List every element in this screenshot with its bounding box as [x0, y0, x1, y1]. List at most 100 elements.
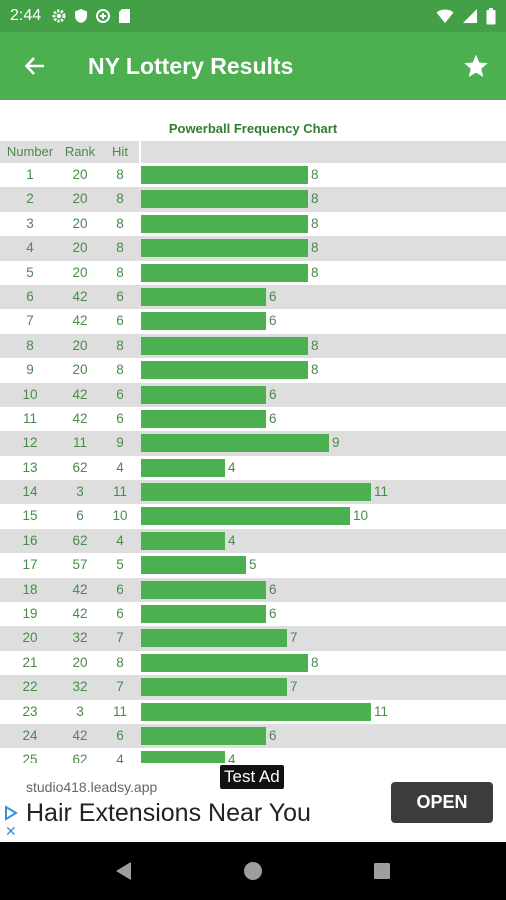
table-row: 21 20 8 8	[0, 651, 506, 675]
ad-banner[interactable]: studio418.leadsy.app Hair Extensions Nea…	[0, 763, 506, 842]
table-row: 8 20 8 8	[0, 333, 506, 359]
table-row: 4 20 8 8	[0, 236, 506, 261]
frequency-rows: 1 20 8 8 2 20 8 8 3 20 8 8 4 20 8 8 5 20 8 8 6 42 6 6 7 42 6 6 8 20 8 8…	[0, 163, 506, 763]
row-hit: 6	[116, 606, 124, 622]
row-hit: 8	[116, 362, 124, 378]
row-rank: 3	[76, 484, 84, 500]
app-title: NY Lottery Results	[88, 52, 294, 79]
bar-value-label: 8	[311, 167, 319, 182]
ad-headline[interactable]: Hair Extensions Near You	[26, 799, 311, 827]
ad-url: studio418.leadsy.app	[26, 779, 158, 795]
frequency-bar	[141, 336, 308, 355]
data-saver-icon	[96, 9, 111, 23]
header-bg-bars	[141, 141, 506, 163]
bar-value-label: 6	[269, 313, 277, 329]
row-number: 7	[26, 313, 34, 329]
frequency-bar	[141, 507, 350, 526]
table-row: 14 3 11 11	[0, 480, 506, 505]
app-bar: NY Lottery Results	[0, 32, 506, 100]
bar-value-label: 8	[311, 191, 319, 207]
bar-value-label: 4	[228, 752, 236, 763]
row-number: 6	[26, 288, 34, 304]
row-rank: 42	[72, 288, 88, 304]
row-rank: 57	[72, 557, 88, 573]
frequency-bar	[141, 166, 308, 184]
row-hit: 4	[116, 752, 124, 763]
bar-value-label: 4	[228, 459, 236, 475]
frequency-bar	[141, 361, 308, 380]
bar-value-label: 6	[269, 727, 277, 743]
row-rank: 62	[72, 532, 88, 548]
row-number: 11	[22, 410, 37, 426]
row-number: 19	[22, 606, 38, 622]
bar-value-label: 10	[353, 508, 369, 524]
row-number: 21	[22, 654, 38, 670]
settings-icon	[52, 9, 66, 23]
shield-icon	[75, 9, 88, 23]
row-number: 4	[26, 240, 34, 256]
nav-home-icon[interactable]	[242, 860, 264, 882]
back-button[interactable]	[0, 32, 70, 100]
nav-back-icon[interactable]	[113, 860, 135, 882]
adchoices-icon[interactable]	[4, 805, 18, 821]
table-row: 15 6 10 10	[0, 504, 506, 528]
table-row: 13 62 4 4	[0, 456, 506, 480]
bar-value-label: 8	[311, 337, 319, 353]
row-hit: 8	[116, 215, 124, 231]
table-row: 24 42 6 6	[0, 723, 506, 749]
row-rank: 42	[72, 581, 88, 597]
row-rank: 62	[72, 752, 88, 763]
table-row: 25 62 4 4	[0, 748, 506, 763]
row-hit: 4	[116, 459, 124, 475]
bar-value-label: 4	[228, 532, 236, 548]
table-row: 23 3 11 11	[0, 700, 506, 724]
bar-value-label: 11	[374, 484, 389, 500]
frequency-bar	[141, 385, 266, 404]
row-number: 12	[22, 435, 38, 451]
row-rank: 6	[76, 508, 84, 524]
table-row: 1 20 8 8	[0, 163, 506, 187]
row-number: 17	[22, 557, 38, 573]
frequency-bar	[141, 751, 225, 763]
wifi-icon	[436, 9, 454, 23]
bar-value-label: 7	[290, 679, 298, 695]
frequency-bar	[141, 483, 371, 502]
bar-value-label: 6	[269, 288, 277, 304]
header-bg-hit	[100, 141, 139, 163]
chart-title: Powerball Frequency Chart	[168, 121, 338, 136]
table-row: 9 20 8 8	[0, 358, 506, 382]
row-rank: 20	[72, 191, 88, 207]
row-number: 3	[26, 215, 34, 231]
bar-value-label: 8	[311, 654, 319, 670]
row-hit: 6	[116, 288, 124, 304]
row-rank: 42	[72, 386, 88, 402]
frequency-bar	[141, 629, 287, 648]
frequency-bar	[141, 702, 371, 721]
bar-value-label: 6	[269, 581, 277, 597]
table-row: 12 11 9 9	[0, 431, 506, 456]
frequency-bar	[141, 312, 266, 331]
bar-value-label: 11	[374, 703, 389, 719]
row-rank: 32	[72, 630, 88, 646]
frequency-bar	[141, 556, 246, 575]
ad-open-button[interactable]: OPEN	[391, 782, 493, 823]
row-hit: 4	[116, 532, 124, 548]
header-hit: Hit	[112, 144, 128, 159]
table-row: 6 42 6 6	[0, 284, 506, 310]
table-row: 7 42 6 6	[0, 309, 506, 333]
back-arrow-icon	[24, 57, 44, 75]
row-hit: 7	[116, 679, 124, 695]
bar-value-label: 8	[311, 362, 319, 378]
table-row: 19 42 6 6	[0, 602, 506, 626]
frequency-bar	[141, 409, 266, 428]
favorite-button[interactable]	[446, 32, 506, 100]
row-rank: 62	[72, 459, 88, 475]
nav-recents-icon[interactable]	[371, 860, 393, 882]
row-number: 14	[22, 484, 38, 500]
row-number: 24	[22, 727, 38, 743]
row-number: 23	[22, 703, 38, 719]
status-notification-icons	[51, 8, 131, 24]
row-rank: 42	[72, 313, 88, 329]
row-rank: 20	[72, 337, 88, 353]
ad-close-icon[interactable]: ✕	[5, 823, 17, 839]
